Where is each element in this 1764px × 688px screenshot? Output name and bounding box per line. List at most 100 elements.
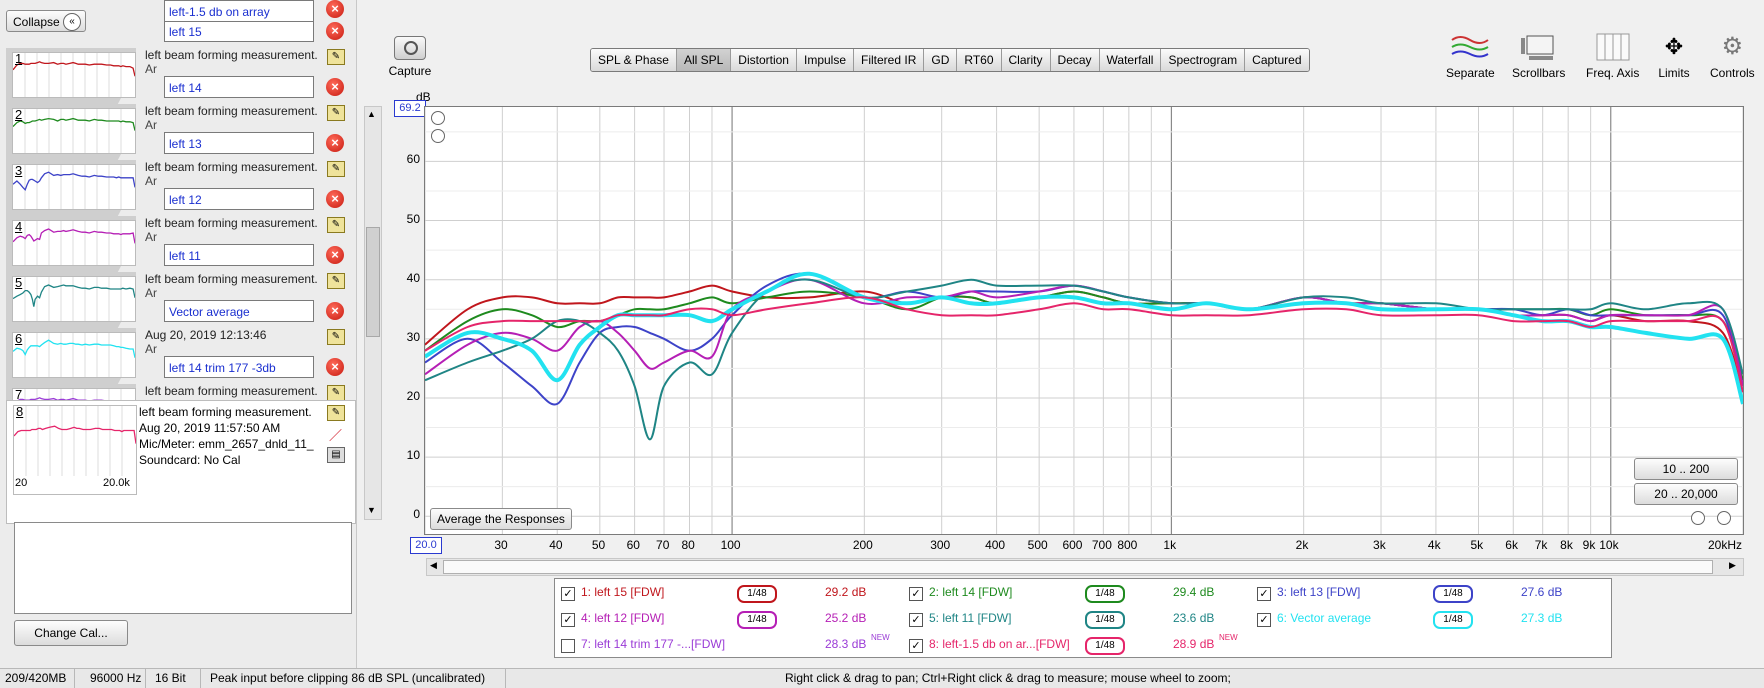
- freq-axis-tool[interactable]: Freq. Axis: [1586, 32, 1639, 80]
- measurement-card-3[interactable]: 3 left beam forming measurement. Ar ✎: [6, 160, 354, 216]
- legend-label[interactable]: 4: left 12 [FDW]: [581, 611, 665, 625]
- tab-distortion[interactable]: Distortion: [731, 49, 797, 71]
- measurement-name-field-6[interactable]: Vector average: [164, 300, 314, 322]
- legend-checkbox[interactable]: ✓: [561, 587, 575, 601]
- smoothing-box[interactable]: 1/48: [737, 611, 777, 629]
- legend-checkbox[interactable]: ✓: [561, 613, 575, 627]
- four-arrows-icon: ✥: [1664, 34, 1684, 59]
- edit-notes-icon[interactable]: ✎: [327, 161, 345, 177]
- scroll-down-icon[interactable]: ▼: [367, 505, 376, 515]
- delete-measurement-icon[interactable]: ×: [326, 0, 344, 18]
- change-cal-button[interactable]: Change Cal...: [14, 620, 128, 646]
- controls-tool[interactable]: ⚙ Controls: [1710, 32, 1755, 80]
- zoom-out-y-icon[interactable]: [431, 129, 445, 143]
- tab-captured[interactable]: Captured: [1245, 49, 1309, 71]
- graph-h-scrollbar[interactable]: ◀ ▶: [426, 558, 1744, 576]
- measurement-name-field-5[interactable]: left 11: [164, 244, 314, 266]
- smoothing-box[interactable]: 1/48: [1433, 585, 1473, 603]
- legend-label[interactable]: 7: left 14 trim 177 -...[FDW]: [581, 637, 726, 651]
- measurement-card-6[interactable]: 6 Aug 20, 2019 12:13:46 Ar ✎: [6, 328, 354, 384]
- measurement-name-field-8[interactable]: left-1.5 db on array: [164, 0, 314, 22]
- h-scroll-thumb[interactable]: [443, 560, 1713, 574]
- measurement-card-2[interactable]: 2 left beam forming measurement. Ar ✎: [6, 104, 354, 160]
- limits-tool[interactable]: ✥ Limits: [1654, 32, 1694, 80]
- zoom-in-x-icon[interactable]: [1691, 511, 1705, 525]
- edit-notes-icon[interactable]: ✎: [327, 385, 345, 401]
- scroll-right-icon[interactable]: ▶: [1729, 560, 1736, 570]
- scroll-up-icon[interactable]: ▲: [367, 109, 376, 119]
- measurement-card-8-details[interactable]: 8 20 20.0k left beam forming measurement…: [6, 400, 356, 524]
- edit-notes-icon[interactable]: ✎: [327, 329, 345, 345]
- legend-checkbox[interactable]: ✓: [909, 613, 923, 627]
- zoom-out-x-icon[interactable]: [1717, 511, 1731, 525]
- legend-checkbox[interactable]: ✓: [909, 639, 923, 653]
- legend-label[interactable]: 3: left 13 [FDW]: [1277, 585, 1361, 599]
- legend-checkbox[interactable]: ✓: [909, 587, 923, 601]
- legend-checkbox[interactable]: ✓: [1257, 587, 1271, 601]
- measurement-card-5[interactable]: 5 left beam forming measurement. Ar ✎: [6, 272, 354, 328]
- scroll-left-icon[interactable]: ◀: [430, 560, 437, 570]
- delete-measurement-icon[interactable]: ×: [326, 190, 344, 208]
- legend-checkbox[interactable]: ✓: [1257, 613, 1271, 627]
- smoothing-box[interactable]: 1/48: [1085, 637, 1125, 655]
- edit-notes-icon[interactable]: ✎: [327, 405, 345, 421]
- y-max-field[interactable]: 69.2: [394, 100, 426, 117]
- tab-waterfall[interactable]: Waterfall: [1099, 49, 1162, 71]
- legend-label[interactable]: 2: left 14 [FDW]: [929, 585, 1013, 599]
- scroll-thumb[interactable]: [366, 227, 380, 337]
- soundcard-cal-icon[interactable]: ▤: [327, 447, 345, 463]
- tab-spl-phase[interactable]: SPL & Phase: [591, 49, 677, 71]
- legend-label[interactable]: 5: left 11 [FDW]: [929, 611, 1012, 625]
- smoothing-box[interactable]: 1/48: [737, 585, 777, 603]
- tab-all-spl[interactable]: All SPL: [676, 49, 732, 71]
- series-line-4: [425, 278, 1743, 387]
- measurement-card-1[interactable]: 1 left beam forming measurement. Ar ✎: [6, 48, 354, 104]
- measurement-desc: left beam forming measurement.: [145, 384, 318, 398]
- notes-area[interactable]: [14, 522, 352, 614]
- delete-measurement-icon[interactable]: ×: [326, 78, 344, 96]
- tab-decay[interactable]: Decay: [1050, 49, 1100, 71]
- zoom-in-y-icon[interactable]: [431, 111, 445, 125]
- range-10-200-button[interactable]: 10 .. 200: [1634, 458, 1738, 480]
- x-min-field[interactable]: 20.0: [410, 537, 442, 554]
- delete-measurement-icon[interactable]: ×: [326, 358, 344, 376]
- measurement-card-4[interactable]: 4 left beam forming measurement. Ar ✎: [6, 216, 354, 272]
- legend-label[interactable]: 8: left-1.5 db on ar...[FDW]: [929, 637, 1070, 651]
- measurement-thumbnail-5: [12, 276, 136, 322]
- delete-measurement-icon[interactable]: ×: [326, 22, 344, 40]
- legend-checkbox[interactable]: [561, 639, 575, 653]
- smoothing-box[interactable]: 1/48: [1085, 585, 1125, 603]
- measurement-name-field-1[interactable]: left 15: [164, 20, 314, 42]
- measurement-name-field-3[interactable]: left 13: [164, 132, 314, 154]
- scrollbars-tool[interactable]: Scrollbars: [1512, 32, 1565, 80]
- edit-notes-icon[interactable]: ✎: [327, 217, 345, 233]
- delete-measurement-icon[interactable]: ×: [326, 302, 344, 320]
- spl-plot[interactable]: [424, 106, 1744, 535]
- edit-notes-icon[interactable]: ✎: [327, 273, 345, 289]
- legend-label[interactable]: 6: Vector average: [1277, 611, 1372, 625]
- tab-rt60[interactable]: RT60: [957, 49, 1002, 71]
- measurement-name-field-7[interactable]: left 14 trim 177 -3db: [164, 356, 314, 378]
- tab-clarity[interactable]: Clarity: [1001, 49, 1051, 71]
- measurement-name-field-2[interactable]: left 14: [164, 76, 314, 98]
- capture-button[interactable]: Capture: [388, 36, 432, 78]
- tab-impulse[interactable]: Impulse: [796, 49, 855, 71]
- measurements-scrollbar[interactable]: ▲ ▼: [364, 106, 382, 520]
- collapse-button[interactable]: Collapse «: [6, 10, 86, 32]
- legend-label[interactable]: 1: left 15 [FDW]: [581, 585, 665, 599]
- mic-cal-icon[interactable]: ／: [329, 428, 343, 443]
- average-responses-button[interactable]: Average the Responses: [430, 508, 572, 530]
- tab-filtered-ir[interactable]: Filtered IR: [854, 49, 925, 71]
- tab-gd[interactable]: GD: [924, 49, 958, 71]
- range-20-20000-button[interactable]: 20 .. 20,000: [1634, 483, 1738, 505]
- edit-notes-icon[interactable]: ✎: [327, 105, 345, 121]
- measurements-panel: Collapse « 1 left beam forming measuremen…: [0, 0, 357, 668]
- tab-spectrogram[interactable]: Spectrogram: [1161, 49, 1246, 71]
- smoothing-box[interactable]: 1/48: [1433, 611, 1473, 629]
- edit-notes-icon[interactable]: ✎: [327, 49, 345, 65]
- smoothing-box[interactable]: 1/48: [1085, 611, 1125, 629]
- delete-measurement-icon[interactable]: ×: [326, 134, 344, 152]
- separate-tool[interactable]: Separate: [1446, 32, 1495, 80]
- measurement-name-field-4[interactable]: left 12: [164, 188, 314, 210]
- delete-measurement-icon[interactable]: ×: [326, 246, 344, 264]
